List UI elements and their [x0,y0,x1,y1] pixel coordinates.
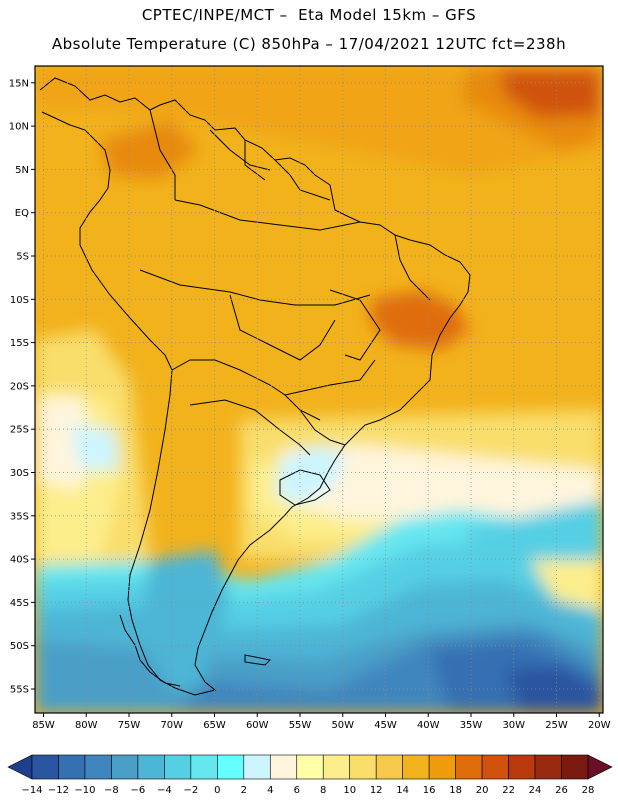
lon-label: 25W [545,720,568,731]
map-frame [34,65,604,714]
colorbar-box [375,754,403,780]
lon-label: 50W [331,720,354,731]
lon-label: 85W [32,720,55,731]
colorbar-box [84,754,112,780]
colorbar-label: 0 [214,785,220,796]
colorbar-box [349,754,377,780]
colorbar-label: 24 [529,785,542,796]
lon-label: 40W [417,720,440,731]
lat-label: 50S [10,641,29,652]
colorbar-label: 8 [320,785,326,796]
lat-label: 15N [9,78,29,89]
colorbar-box [137,754,165,780]
colorbar-box [561,754,589,780]
colorbar-label: −2 [183,785,198,796]
lon-label: 70W [160,720,183,731]
lat-label: 5N [15,165,29,176]
lon-label: 55W [289,720,312,731]
colorbar-box [455,754,483,780]
map-title-line2: Absolute Temperature (C) 850hPa – 17/04/… [51,35,567,53]
colorbar-box [217,754,245,780]
colorbar-box [164,754,192,780]
lon-label: 20W [588,720,611,731]
longitude-labels: 85W 80W 75W 70W 65W 60W 55W 50W 45W 40W 35W 30W 25W 2… [32,713,611,731]
colorbar-box [243,754,271,780]
lat-label: 10S [10,295,29,306]
colorbar-label: 22 [502,785,515,796]
colorbar-min-arrow [7,754,33,780]
colorbar-max-arrow [587,754,613,780]
colorbar-label: 12 [370,785,383,796]
lat-label: 15S [10,338,29,349]
colorbar-box [402,754,430,780]
lon-label: 30W [502,720,525,731]
colorbar-box [296,754,324,780]
colorbar-label: 6 [294,785,300,796]
lon-label: 35W [460,720,483,731]
colorbar-box [190,754,218,780]
colorbar-box [534,754,562,780]
colorbar-box [428,754,456,780]
colorbar-label: 20 [476,785,489,796]
colorbar-label: 14 [396,785,409,796]
lon-label: 75W [118,720,141,731]
colorbar-label: −12 [48,785,69,796]
colorbar-label: 2 [241,785,247,796]
colorbar-box [508,754,536,780]
lat-label: 45S [10,598,29,609]
lon-label: 80W [75,720,98,731]
lat-label: 10N [9,122,29,133]
colorbar-label: 10 [343,785,356,796]
lat-label: 25S [10,425,29,436]
colorbar-label: 18 [449,785,462,796]
gridlines [35,66,603,713]
colorbar-box [269,754,298,780]
lon-label: 60W [246,720,269,731]
colorbar-box [111,754,139,780]
lat-label: 40S [10,555,29,566]
colorbar-labels: −14 −12 −10 −8 −6 −4 −2 0 2 4 6 8 10 12 14 16 18 20 22 24 26… [21,785,594,796]
lat-label: 30S [10,468,29,479]
lat-label: 5S [16,252,29,263]
lat-label: 20S [10,381,29,392]
latitude-labels: 15N 10N 5N EQ 5S 10S 15S 20S 25S 30S 35S 40S 45S 50S 5… [9,78,35,696]
map-title-line1: CPTEC/INPE/MCT – Eta Model 15km – GFS [141,6,477,24]
colorbar-box [322,754,351,780]
colorbar-label: −4 [157,785,172,796]
colorbar-label: 16 [423,785,436,796]
temperature-field [35,66,603,713]
coastline [39,77,471,696]
colorbar-label: −14 [21,785,42,796]
colorbar-label: −8 [104,785,119,796]
colorbar-box [481,754,509,780]
lat-label: 35S [10,511,29,522]
colorbar-box [58,754,86,780]
lon-label: 45W [374,720,397,731]
lon-label: 65W [203,720,226,731]
colorbar-box [31,754,59,780]
colorbar-label: 4 [267,785,273,796]
colorbar-label: −6 [131,785,146,796]
colorbar [7,754,613,780]
colorbar-label: 26 [555,785,568,796]
lat-label: 55S [10,685,29,696]
lat-label: EQ [15,208,29,219]
colorbar-label: 28 [582,785,595,796]
colorbar-label: −10 [74,785,95,796]
